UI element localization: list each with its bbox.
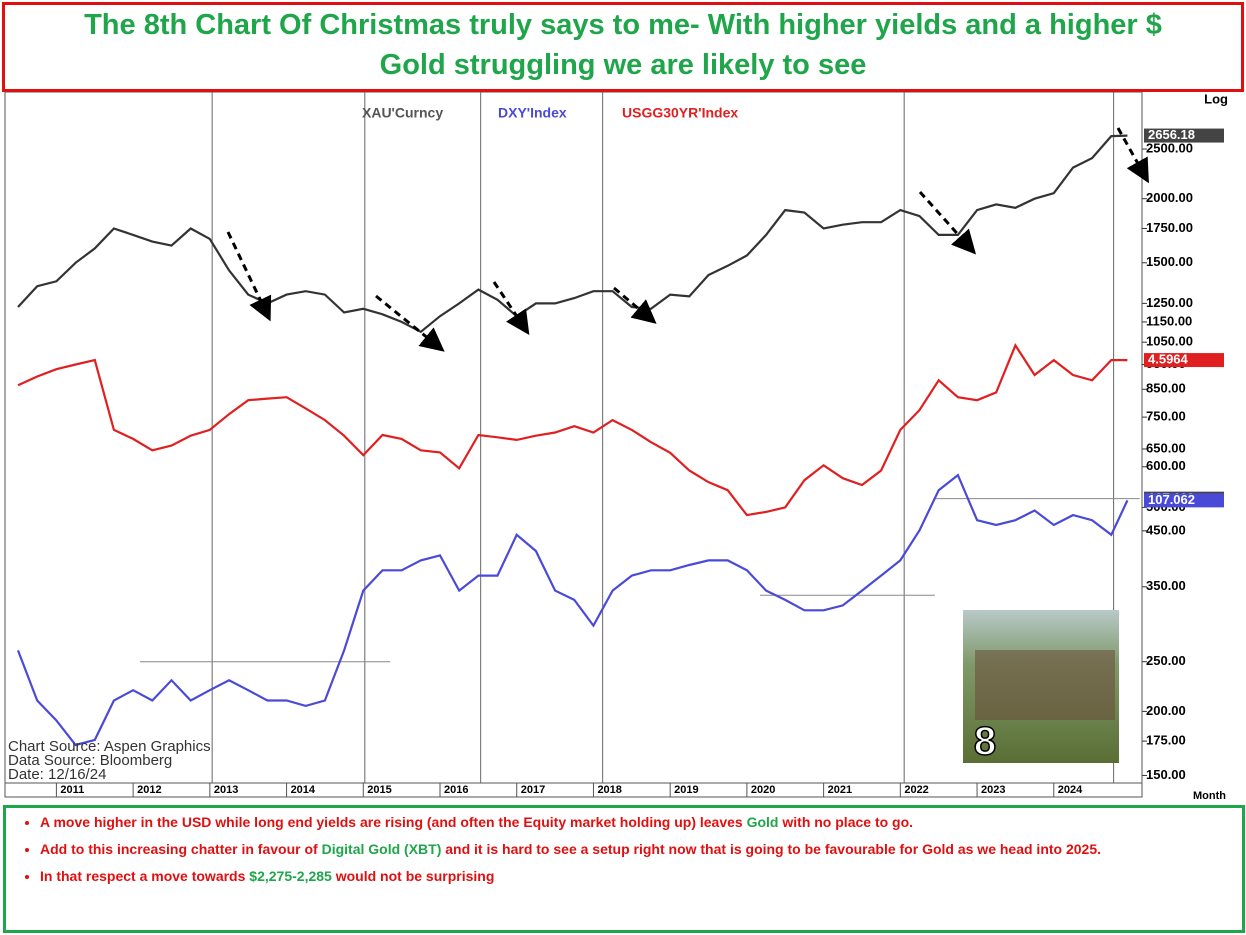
y-tick-label: 650.00 bbox=[1146, 440, 1186, 455]
arrow bbox=[375, 294, 445, 352]
note-text: and it is hard to see a setup right now … bbox=[441, 841, 1102, 857]
note-text: A move higher in the USD while long end … bbox=[40, 814, 747, 830]
value-tag bbox=[1144, 493, 1224, 508]
scale-label: Log bbox=[1204, 91, 1228, 106]
x-tick-label: 2019 bbox=[674, 784, 698, 796]
arrow bbox=[918, 190, 977, 255]
source-text: Date: 12/16/24 bbox=[8, 766, 106, 783]
legend-entry: DXY'Index bbox=[498, 105, 567, 121]
note-highlight: $2,275-2,285 bbox=[249, 868, 332, 884]
source-text: Chart Source: Aspen Graphics bbox=[8, 738, 211, 755]
series-line bbox=[17, 134, 1128, 334]
arrow bbox=[492, 281, 530, 335]
value-tag bbox=[1144, 128, 1224, 143]
x-tick-label: 2013 bbox=[214, 784, 238, 796]
notes-box: A move higher in the USD while long end … bbox=[3, 805, 1245, 933]
y-tick-label: 1750.00 bbox=[1146, 220, 1193, 235]
y-tick-label: 850.00 bbox=[1146, 381, 1186, 396]
y-tick-label: 200.00 bbox=[1146, 703, 1186, 718]
title-box: The 8th Chart Of Christmas truly says to… bbox=[2, 2, 1244, 92]
legend-entry: USGG30YR'Index bbox=[622, 105, 738, 121]
y-tick-label: 450.00 bbox=[1146, 522, 1186, 537]
value-tag-label: 4.5964 bbox=[1148, 352, 1189, 367]
x-tick-label: 2021 bbox=[828, 784, 852, 796]
title-line: The 8th Chart Of Christmas truly says to… bbox=[84, 9, 1162, 41]
note: In that respect a move towards $2,275-2,… bbox=[40, 868, 1242, 884]
value-tag bbox=[1144, 353, 1224, 368]
y-tick-label: 175.00 bbox=[1146, 733, 1186, 748]
period-label: Month bbox=[1193, 790, 1226, 802]
value-tag-label: 2656.18 bbox=[1148, 127, 1195, 142]
value-tag-label: 107.062 bbox=[1148, 492, 1195, 507]
series-line bbox=[17, 343, 1128, 517]
y-tick-label: 1500.00 bbox=[1146, 254, 1193, 269]
x-tick-label: 2015 bbox=[367, 784, 391, 796]
x-tick-label: 2012 bbox=[137, 784, 161, 796]
note: Add to this increasing chatter in favour… bbox=[40, 841, 1242, 857]
inset-image: 8 bbox=[963, 610, 1119, 764]
note-highlight: Digital Gold (XBT) bbox=[321, 841, 442, 857]
y-tick-label: 250.00 bbox=[1146, 653, 1186, 668]
note-text: with no place to go. bbox=[778, 814, 914, 830]
arrow bbox=[1116, 127, 1149, 184]
x-tick-label: 2017 bbox=[521, 784, 545, 796]
x-axis-strip bbox=[4, 782, 1143, 798]
x-tick-label: 2014 bbox=[291, 784, 316, 796]
note: A move higher in the USD while long end … bbox=[40, 814, 1242, 830]
x-tick-label: 2023 bbox=[981, 784, 1005, 796]
inset-figures bbox=[975, 650, 1115, 720]
x-tick-label: 2018 bbox=[597, 784, 621, 796]
series-line bbox=[16, 473, 1129, 747]
y-tick-label: 1250.00 bbox=[1146, 295, 1193, 310]
note-text: would not be surprising bbox=[331, 868, 495, 884]
plot-area bbox=[4, 91, 1143, 784]
y-tick-label: 750.00 bbox=[1146, 409, 1186, 424]
note-text: In that respect a move towards bbox=[40, 868, 250, 884]
y-tick-label: 1050.00 bbox=[1146, 334, 1193, 349]
y-tick-label: 600.00 bbox=[1146, 458, 1186, 473]
source-text: Data Source: Bloomberg bbox=[8, 752, 172, 769]
x-tick-label: 2022 bbox=[904, 784, 928, 796]
y-tick-label: 1150.00 bbox=[1146, 313, 1192, 328]
x-tick-label: 2024 bbox=[1058, 784, 1083, 796]
x-tick-label: 2020 bbox=[751, 784, 775, 796]
inset-label: 8 bbox=[974, 720, 996, 764]
arrows bbox=[226, 127, 1149, 352]
title-line: Gold struggling we are likely to see bbox=[379, 49, 867, 81]
x-tick-label: 2016 bbox=[444, 784, 468, 796]
y-tick-label: 2500.00 bbox=[1146, 140, 1193, 155]
arrow bbox=[226, 231, 272, 322]
note-text: Add to this increasing chatter in favour… bbox=[40, 841, 322, 857]
notes-list: A move higher in the USD while long end … bbox=[6, 814, 1242, 884]
y-tick-label: 350.00 bbox=[1146, 578, 1186, 593]
x-tick-label: 2011 bbox=[60, 784, 84, 796]
y-tick-label: 2000.00 bbox=[1146, 190, 1193, 205]
y-tick-label: 150.00 bbox=[1146, 767, 1186, 782]
legend-entry: XAU'Curncy bbox=[362, 105, 443, 121]
note-highlight: Gold bbox=[746, 814, 779, 830]
arrow bbox=[613, 286, 657, 324]
